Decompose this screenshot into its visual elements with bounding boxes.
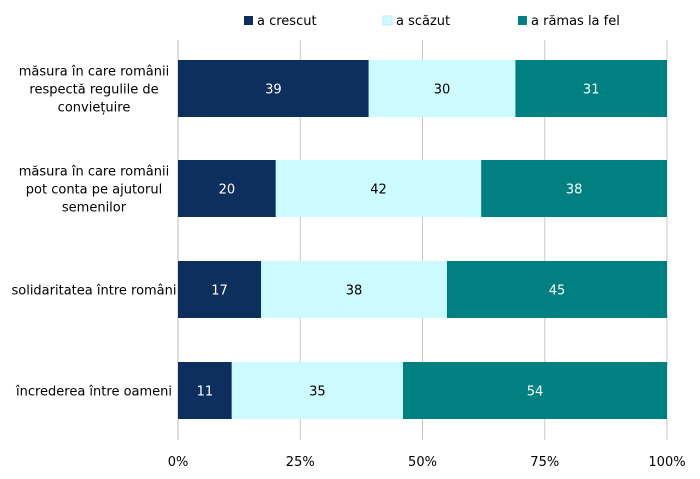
bar-segment (178, 362, 232, 419)
legend: a crescut a scăzut a rămas la fel (244, 14, 620, 29)
x-tick-label: 25% (286, 455, 315, 470)
bar-segment (481, 160, 667, 217)
x-tick-label: 50% (408, 455, 437, 470)
bar-segment (178, 261, 262, 318)
legend-label: a scăzut (396, 14, 450, 29)
data-label: 39 (265, 83, 282, 98)
bar-segment (368, 60, 516, 117)
x-tick-label: 0% (168, 455, 189, 470)
bar-segment (515, 60, 667, 117)
category-label: măsura în care românii pot conta pe ajuto… (19, 165, 169, 216)
legend-label: a crescut (257, 14, 317, 29)
data-label: 54 (527, 385, 544, 400)
x-tick-label: 100% (648, 455, 685, 470)
data-label: 20 (219, 183, 236, 198)
bar-segment (402, 362, 667, 419)
legend-swatch (382, 15, 393, 26)
data-label: 45 (549, 284, 566, 299)
bar-segment (261, 261, 447, 318)
data-label: 35 (309, 385, 326, 400)
category-label: încrederea între oameni (15, 385, 172, 400)
bar-segment (178, 60, 369, 117)
data-label: 38 (346, 284, 363, 299)
category-label: solidaritatea între români (11, 284, 176, 299)
legend-swatch (244, 16, 253, 25)
bar-segment (275, 160, 482, 217)
data-label: 17 (211, 284, 228, 299)
bar-area: 39 30 31 20 42 38 17 38 45 11 35 54 (178, 60, 667, 419)
data-label: 42 (370, 183, 387, 198)
data-label: 31 (583, 83, 600, 98)
bar-segment (231, 362, 403, 419)
x-tick-label: 75% (530, 455, 559, 470)
data-label: 11 (197, 385, 214, 400)
category-label: măsura în care românii respectă regulile … (19, 65, 169, 116)
legend-label: a rămas la fel (531, 14, 620, 29)
x-axis-tick-labels: 0% 25% 50% 75% 100% (168, 455, 686, 470)
data-label: 38 (566, 183, 583, 198)
legend-swatch (518, 16, 527, 25)
data-label: 30 (434, 83, 451, 98)
bar-segment (178, 160, 276, 217)
category-labels: măsura în care românii respectă regulile … (11, 65, 176, 400)
bar-segment (446, 261, 667, 318)
